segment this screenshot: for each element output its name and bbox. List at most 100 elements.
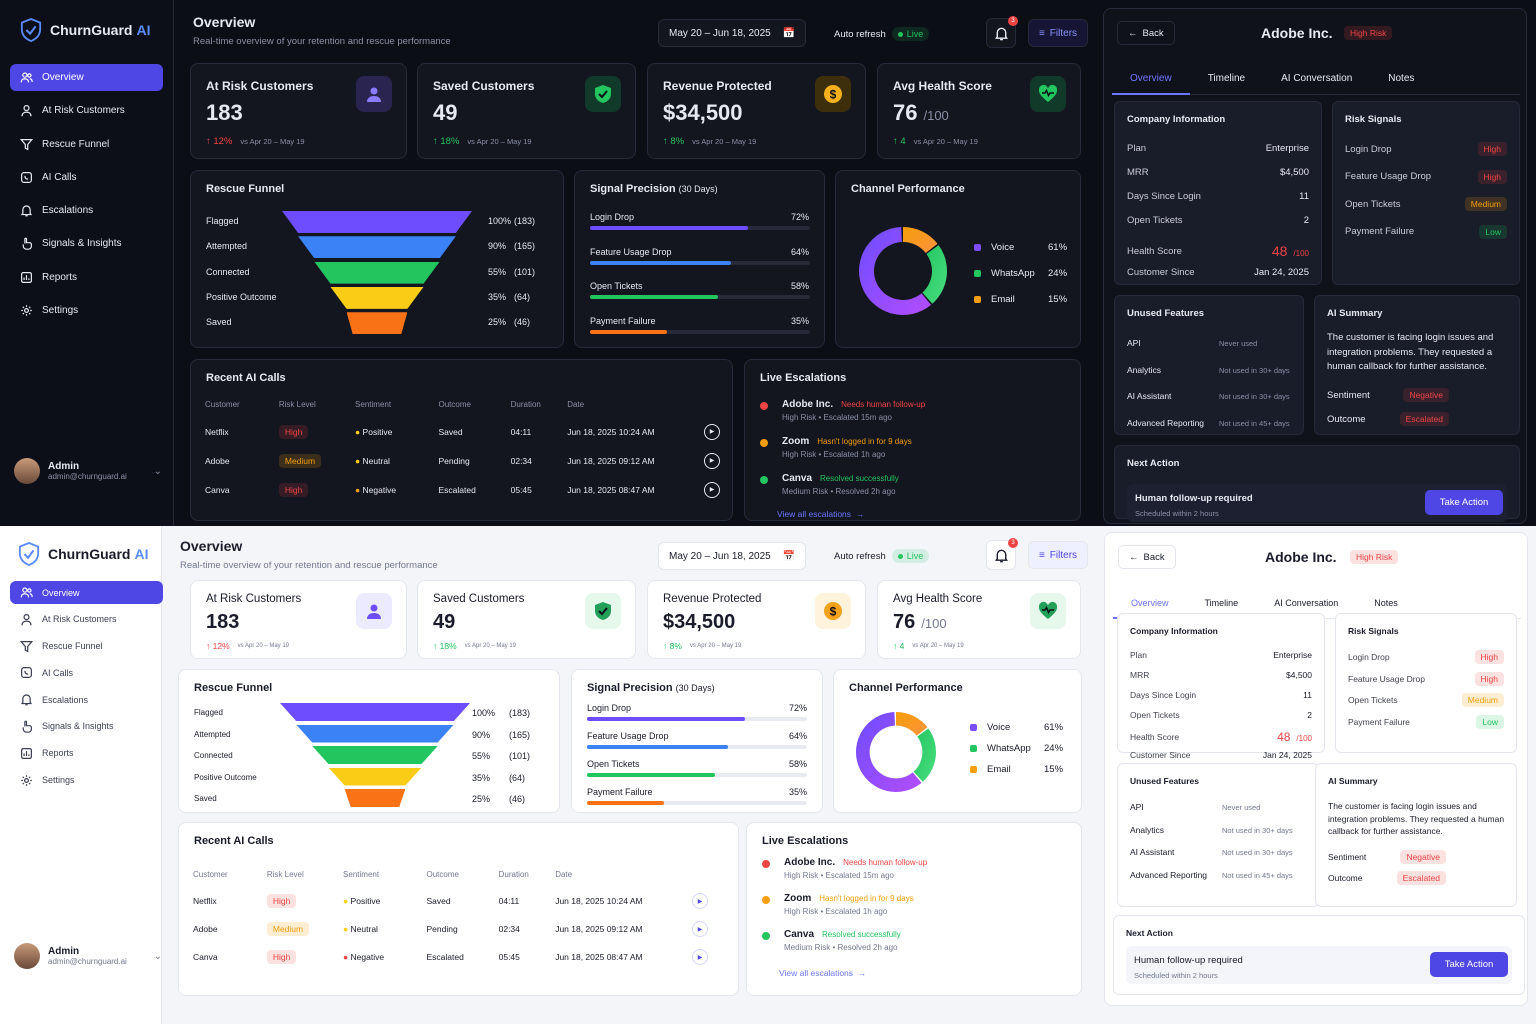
filters-button[interactable]: ≡ Filters (1028, 19, 1088, 47)
take-action-button[interactable]: Take Action (1425, 490, 1503, 515)
escalation-item[interactable]: Canva Resolved successfully Medium Risk • … (760, 473, 1060, 503)
play-icon[interactable]: ▶ (704, 452, 720, 469)
sidebar-item-rescue-funnel[interactable]: Rescue Funnel (10, 131, 163, 158)
sidebar-item-escalations[interactable]: Escalations (10, 688, 163, 711)
play-icon[interactable]: ▶ (704, 481, 720, 498)
app-logo[interactable]: ChurnGuard AI (18, 542, 148, 566)
table-row[interactable]: Netflix High ● Positive Saved 04:11 Jun 18, 2… (193, 887, 708, 915)
escalation-item[interactable]: Zoom Hasn't logged in for 9 days High Risk… (760, 436, 1060, 466)
tab-notes[interactable]: Notes (1374, 598, 1398, 608)
sidebar-item-ai-calls[interactable]: AI Calls (10, 661, 163, 684)
signal-bar (587, 717, 807, 721)
sidebar-item-settings[interactable]: Settings (10, 297, 163, 324)
sidebar-item-rescue-funnel[interactable]: Rescue Funnel (10, 635, 163, 658)
escalation-item[interactable]: Adobe Inc. Needs human follow-up High Risk… (760, 399, 1060, 429)
filters-button[interactable]: ≡ Filters (1028, 541, 1088, 569)
play-icon[interactable]: ▶ (692, 921, 708, 937)
escalation-item[interactable]: Canva Resolved successfully Medium Risk • … (762, 929, 1062, 959)
notifications-button[interactable]: 3 (986, 16, 1018, 48)
calls-table: Customer Risk Level Sentiment Outcome Durati… (205, 391, 720, 504)
chevron-down-icon[interactable]: ⌄ (153, 465, 162, 477)
phone-icon (21, 667, 32, 679)
card-title: Unused Features (1130, 776, 1199, 786)
table-row[interactable]: Adobe Medium ● Neutral Pending 02:34 Jun 18, … (193, 915, 708, 943)
app-logo[interactable]: ChurnGuard AI (20, 18, 150, 42)
back-button[interactable]: ← Back (1118, 545, 1176, 569)
info-key: Customer Since (1127, 267, 1195, 278)
date-range-picker[interactable]: May 20 – Jun 18, 2025 📅 (658, 542, 806, 570)
sidebar-item-label: Reports (42, 271, 78, 283)
tab-overview[interactable]: Overview (1112, 65, 1190, 95)
date-range-picker[interactable]: May 20 – Jun 18, 2025 📅 (658, 19, 806, 47)
view-all-escalations-link[interactable]: View all escalations → (779, 968, 867, 978)
play-icon[interactable]: ▶ (692, 949, 708, 965)
auto-refresh[interactable]: Auto refresh Live (834, 549, 930, 563)
shield-check-icon (585, 76, 621, 112)
sidebar-item-overview[interactable]: Overview (10, 581, 163, 604)
card-title: Signal Precision (30 Days) (587, 682, 715, 694)
date-cell: Jun 18, 2025 08:47 AM (555, 952, 643, 962)
kpi-card: Saved Customers 49 ↑ 18% vs Apr 20 – May 19 (417, 580, 636, 659)
sidebar-item-settings[interactable]: Settings (10, 769, 163, 792)
tab-timeline[interactable]: Timeline (1207, 73, 1246, 84)
view-all-escalations-link[interactable]: View all escalations → (777, 509, 865, 519)
sidebar-item-at-risk[interactable]: At Risk Customers (10, 608, 163, 631)
sidebar-item-reports[interactable]: Reports (10, 742, 163, 765)
escalation-item[interactable]: Adobe Inc. Needs human follow-up High Risk… (762, 857, 1062, 887)
risk-signal-level: High (1474, 671, 1504, 686)
play-icon[interactable]: ▶ (692, 893, 708, 909)
tab-timeline[interactable]: Timeline (1204, 598, 1239, 608)
app-name-ai: AI (134, 546, 149, 562)
legend-value: 24% (1044, 743, 1064, 754)
funnel-stage-count: (183) (509, 708, 531, 718)
unused-features-card: Unused Features API Never used Analytics Not… (1114, 295, 1304, 435)
table-row[interactable]: Canva High ● Negative Escalated 05:45 Jun 18,… (205, 475, 720, 504)
emoji-icon: ● (355, 484, 363, 495)
info-row: Customer Since Jan 24, 2025 (1127, 267, 1309, 278)
auto-refresh[interactable]: Auto refresh Live (834, 27, 930, 41)
customer-cell: Canva (205, 484, 230, 495)
risk-signal-row: Login Drop High (1345, 142, 1507, 156)
signal-bar (590, 295, 810, 299)
signal-precision-card: Signal Precision (30 Days) Login Drop 72%… (571, 669, 823, 813)
funnel-stage-count: (165) (514, 241, 536, 252)
unused-feature-status: Not used in 30+ days (1222, 848, 1293, 857)
legend-swatch (970, 766, 977, 773)
sidebar-item-signals[interactable]: Signals & Insights (10, 230, 163, 257)
tab-notes[interactable]: Notes (1388, 73, 1415, 84)
kpi-compare: vs Apr 20 – May 19 (237, 643, 290, 649)
table-row[interactable]: Canva High ● Negative Escalated 05:45 Jun 18,… (193, 943, 708, 971)
tab-ai-conversation[interactable]: AI Conversation (1281, 73, 1353, 84)
sentiment-cell: ● Neutral (355, 455, 390, 466)
table-header: Sentiment (355, 399, 392, 409)
chevron-down-icon[interactable]: ⌄ (153, 950, 162, 962)
kpi-card: Revenue Protected $34,500 ↑ 8% vs Apr 20 – … (647, 63, 866, 159)
user-menu[interactable]: Admin admin@churnguard.ai ⌄ (14, 943, 162, 969)
sidebar-item-reports[interactable]: Reports (10, 264, 163, 291)
notifications-button[interactable]: 3 (986, 538, 1018, 570)
info-row: Days Since Login 11 (1127, 191, 1309, 202)
play-icon[interactable]: ▶ (704, 423, 720, 440)
unused-feature-name: AI Assistant (1130, 847, 1175, 857)
risk-signal-level: Medium (1461, 693, 1504, 707)
table-row[interactable]: Adobe Medium ● Neutral Pending 02:34 Jun 18, … (205, 446, 720, 475)
table-header: Duration (510, 399, 541, 409)
sidebar-item-overview[interactable]: Overview (10, 64, 163, 91)
escalation-item[interactable]: Zoom Hasn't logged in for 9 days High Risk… (762, 893, 1062, 923)
kpi-trend: ↑ 18% vs Apr 20 – May 19 (433, 136, 532, 147)
info-key: Open Tickets (1130, 710, 1180, 720)
sidebar-item-at-risk[interactable]: At Risk Customers (10, 97, 163, 124)
table-header: Outcome (438, 399, 471, 409)
arrow-up-icon: ↑ 18% (433, 136, 460, 147)
light-theme-dashboard: ChurnGuard AI Overview At Risk Customers … (0, 526, 1536, 1024)
sidebar-item-ai-calls[interactable]: AI Calls (10, 164, 163, 191)
sidebar-item-escalations[interactable]: Escalations (10, 197, 163, 224)
table-row[interactable]: Netflix High ● Positive Saved 04:11 Jun 18, 2… (205, 417, 720, 446)
table-header: Risk Level (278, 399, 316, 409)
back-button[interactable]: ← Back (1117, 21, 1175, 45)
user-menu[interactable]: Admin admin@churnguard.ai ⌄ (14, 458, 162, 484)
tab-ai-conversation[interactable]: AI Conversation (1274, 598, 1339, 608)
kpi-trend: ↑ 4 vs Apr 20 – May 19 (893, 641, 964, 651)
sidebar-item-signals[interactable]: Signals & Insights (10, 715, 163, 738)
take-action-button[interactable]: Take Action (1430, 952, 1508, 977)
